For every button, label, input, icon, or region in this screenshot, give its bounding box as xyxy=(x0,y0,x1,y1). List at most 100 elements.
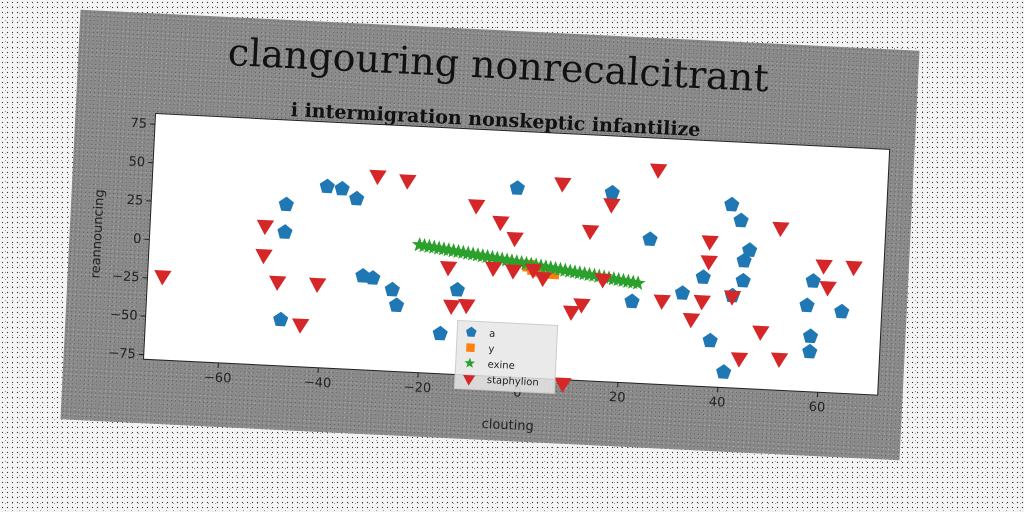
data-point-staphylion xyxy=(701,235,719,251)
data-point-staphylion xyxy=(154,270,172,286)
data-point-staphylion xyxy=(845,260,863,277)
data-point-staphylion xyxy=(504,264,523,280)
data-point-a xyxy=(278,196,294,212)
data-point-staphylion xyxy=(484,261,503,277)
data-point-staphylion xyxy=(309,277,327,294)
data-point-a xyxy=(449,281,465,297)
y-tick-label: 75 xyxy=(130,116,147,132)
legend-label: staphylion xyxy=(487,375,539,389)
legend-box xyxy=(453,320,559,394)
data-point-staphylion xyxy=(255,248,273,265)
data-point-staphylion xyxy=(730,352,749,368)
data-point-staphylion xyxy=(700,255,718,271)
data-point-a xyxy=(334,180,350,196)
data-point-a xyxy=(604,184,620,200)
data-point-a xyxy=(695,269,711,284)
data-point-a xyxy=(624,293,640,309)
data-point-a xyxy=(802,343,818,359)
data-point-a xyxy=(802,328,819,344)
data-point-a xyxy=(273,311,289,327)
legend-label: y xyxy=(488,344,495,355)
data-point-a xyxy=(319,178,335,194)
data-point-staphylion xyxy=(554,377,572,393)
x-tick-label: 40 xyxy=(708,395,725,411)
data-point-staphylion xyxy=(562,305,581,321)
y-tick-label: −75 xyxy=(108,346,136,362)
data-point-staphylion xyxy=(443,299,461,315)
data-point-staphylion xyxy=(554,177,572,193)
x-tick-label: −40 xyxy=(303,375,331,391)
data-point-staphylion xyxy=(369,169,387,186)
data-point-a xyxy=(716,364,732,379)
data-point-staphylion xyxy=(458,298,476,315)
legend-label: exine xyxy=(487,360,515,372)
data-point-staphylion xyxy=(772,221,790,238)
y-axis-label: reannouncing xyxy=(88,189,107,279)
data-point-a xyxy=(674,285,691,300)
chart-title: clangouring nonrecalcitrant xyxy=(227,30,770,100)
legend-label: a xyxy=(489,329,496,340)
chart-figure: clangouring nonrecalcitrant i intermigra… xyxy=(60,9,920,461)
data-point-a xyxy=(724,196,740,212)
legend-marker-y xyxy=(466,343,475,353)
x-tick-label: −20 xyxy=(403,380,431,396)
data-point-a xyxy=(509,180,526,195)
data-point-a xyxy=(735,272,751,288)
data-point-staphylion xyxy=(269,275,287,292)
y-tick-label: 25 xyxy=(126,193,143,209)
data-point-a xyxy=(384,281,400,297)
legend-marker-exine xyxy=(464,357,476,368)
data-marks xyxy=(154,163,863,393)
data-point-staphylion xyxy=(534,271,552,288)
data-point-staphylion xyxy=(573,298,591,314)
data-point-a xyxy=(365,270,381,285)
x-axis: −60 −40 −20 0 20 40 60 xyxy=(204,362,826,416)
data-point-staphylion xyxy=(770,352,789,368)
data-point-staphylion xyxy=(506,231,524,248)
data-point-a xyxy=(742,242,758,258)
data-point-staphylion xyxy=(649,163,668,179)
data-point-a xyxy=(702,332,718,348)
data-point-staphylion xyxy=(468,199,486,215)
data-point-staphylion xyxy=(723,290,742,306)
data-point-staphylion xyxy=(291,318,310,334)
y-tick-label: 50 xyxy=(128,154,145,170)
y-axis: −75 −50 −25 0 25 50 75 xyxy=(108,116,156,362)
x-tick-label: 0 xyxy=(513,385,522,400)
x-axis-label: clouting xyxy=(481,417,534,435)
data-point-staphylion xyxy=(492,215,510,232)
data-point-exine xyxy=(630,275,646,291)
data-point-staphylion xyxy=(256,219,275,236)
data-point-staphylion xyxy=(819,281,837,297)
y-tick-label: 0 xyxy=(133,232,142,247)
data-point-a xyxy=(805,273,821,288)
legend-marker-a xyxy=(466,326,477,337)
x-tick-label: 20 xyxy=(609,390,626,406)
legend: ay exine staphylion xyxy=(453,320,559,394)
scatter-chart: clangouring nonrecalcitrant i intermigra… xyxy=(88,30,891,435)
data-point-staphylion xyxy=(399,174,417,190)
data-point-staphylion xyxy=(752,325,770,341)
data-point-staphylion xyxy=(581,224,600,241)
data-point-a xyxy=(388,297,405,313)
data-point-staphylion xyxy=(439,260,458,277)
data-point-a xyxy=(277,224,293,239)
data-point-a xyxy=(642,231,658,246)
data-point-staphylion xyxy=(603,198,621,214)
data-point-staphylion xyxy=(693,294,711,311)
x-tick-label: −60 xyxy=(204,370,232,386)
data-point-a xyxy=(432,325,448,341)
legend-marker-staphylion xyxy=(463,374,476,386)
data-point-a xyxy=(799,297,815,313)
data-point-a xyxy=(349,190,365,206)
data-point-staphylion xyxy=(653,294,671,310)
x-tick-label: 60 xyxy=(808,400,825,416)
data-point-staphylion xyxy=(682,312,701,329)
data-point-staphylion xyxy=(594,273,612,289)
data-point-a xyxy=(733,212,749,228)
data-point-staphylion xyxy=(815,259,833,275)
y-tick-label: −50 xyxy=(110,308,138,324)
y-tick-label: −25 xyxy=(112,269,140,285)
data-point-staphylion xyxy=(524,263,543,279)
data-point-a xyxy=(834,303,850,319)
